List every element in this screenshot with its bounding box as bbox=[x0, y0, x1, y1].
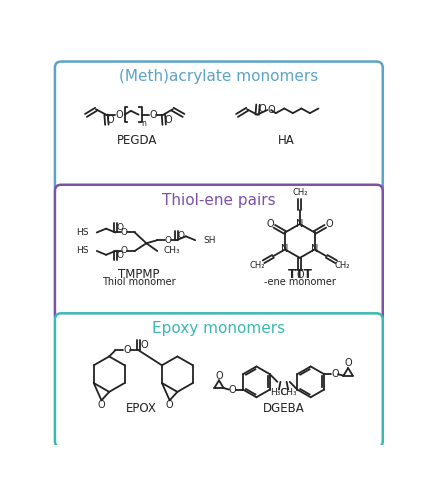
Text: Epoxy monomers: Epoxy monomers bbox=[152, 321, 284, 336]
Text: SH: SH bbox=[202, 236, 215, 244]
FancyBboxPatch shape bbox=[55, 184, 382, 322]
Text: O: O bbox=[267, 105, 274, 115]
Text: O: O bbox=[116, 251, 123, 260]
Text: O: O bbox=[120, 228, 127, 237]
Text: n: n bbox=[141, 118, 146, 128]
Text: HS: HS bbox=[76, 228, 89, 237]
Text: O: O bbox=[165, 400, 173, 410]
Text: O: O bbox=[116, 224, 123, 232]
Text: CH₂: CH₂ bbox=[334, 260, 349, 270]
Text: CH₂: CH₂ bbox=[291, 188, 307, 197]
Text: O: O bbox=[325, 219, 332, 229]
Text: TTT: TTT bbox=[287, 268, 311, 280]
Text: O: O bbox=[266, 219, 273, 229]
Text: O: O bbox=[98, 400, 105, 410]
Text: O: O bbox=[177, 231, 184, 240]
Text: N: N bbox=[281, 244, 288, 254]
Text: O: O bbox=[123, 346, 130, 356]
Text: O: O bbox=[330, 369, 338, 379]
Text: O: O bbox=[228, 384, 236, 394]
Text: HS: HS bbox=[76, 246, 89, 256]
Text: O: O bbox=[215, 370, 222, 380]
Text: H₃C: H₃C bbox=[270, 388, 287, 397]
Text: EPOX: EPOX bbox=[125, 402, 156, 415]
Text: O: O bbox=[164, 236, 171, 244]
Text: N: N bbox=[296, 219, 303, 229]
Text: TMPMP: TMPMP bbox=[118, 268, 159, 280]
FancyBboxPatch shape bbox=[55, 314, 382, 448]
Text: CH₃: CH₃ bbox=[163, 246, 180, 256]
Text: Thiol-ene pairs: Thiol-ene pairs bbox=[161, 192, 275, 208]
Text: O: O bbox=[149, 110, 157, 120]
Text: CH₃: CH₃ bbox=[280, 388, 296, 397]
Text: Thiol monomer: Thiol monomer bbox=[101, 277, 175, 287]
Text: O: O bbox=[258, 104, 266, 115]
Text: N: N bbox=[310, 244, 317, 254]
Text: CH₂: CH₂ bbox=[249, 260, 265, 270]
Text: (Meth)acrylate monomers: (Meth)acrylate monomers bbox=[118, 70, 317, 84]
FancyBboxPatch shape bbox=[55, 62, 382, 193]
Text: O: O bbox=[120, 246, 127, 256]
Text: O: O bbox=[295, 270, 303, 280]
Text: O: O bbox=[106, 115, 114, 125]
Text: PEGDA: PEGDA bbox=[117, 134, 157, 147]
Text: O: O bbox=[343, 358, 351, 368]
Text: HA: HA bbox=[277, 134, 294, 147]
Text: O: O bbox=[140, 340, 147, 350]
Text: O: O bbox=[115, 110, 123, 120]
Text: DGEBA: DGEBA bbox=[262, 402, 304, 415]
Text: O: O bbox=[164, 115, 172, 125]
Text: -ene monomer: -ene monomer bbox=[263, 277, 335, 287]
